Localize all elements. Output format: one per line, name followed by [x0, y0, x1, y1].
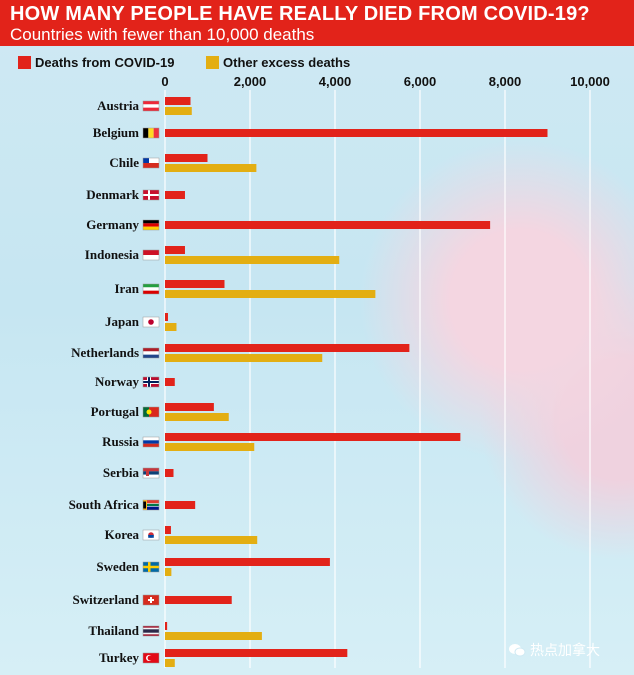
- bar-excess: [165, 632, 262, 640]
- flag-netherlands-icon: [142, 347, 160, 359]
- watermark: 热点加拿大: [508, 640, 600, 660]
- bar-covid: [165, 558, 330, 566]
- bar-covid: [165, 344, 410, 352]
- legend-item-excess: Other excess deaths: [206, 55, 350, 70]
- category-label: Japan: [105, 314, 140, 329]
- bar-covid: [165, 501, 196, 509]
- x-tick-label: 8,000: [489, 74, 522, 89]
- category-label: Russia: [102, 434, 139, 449]
- bar-covid: [165, 154, 208, 162]
- bar-covid: [165, 280, 225, 288]
- bar-excess: [165, 290, 376, 298]
- legend-swatch-excess: [206, 56, 219, 69]
- x-tick-label: 2,000: [234, 74, 267, 89]
- flag-russia-icon: [142, 436, 160, 448]
- category-label: Serbia: [103, 465, 140, 480]
- bar-excess: [165, 354, 323, 362]
- category-label: Portugal: [91, 404, 140, 419]
- wechat-icon: [509, 644, 526, 657]
- bar-covid: [165, 129, 548, 137]
- flag-korea-icon: [142, 529, 160, 541]
- category-label: Korea: [105, 527, 140, 542]
- category-label: Austria: [97, 98, 139, 113]
- category-label: Denmark: [86, 187, 139, 202]
- flag-sweden-icon: [142, 561, 160, 573]
- legend-label-covid: Deaths from COVID-19: [35, 55, 175, 70]
- watermark-text: 热点加拿大: [530, 642, 600, 658]
- bar-excess: [165, 443, 255, 451]
- title-bar: HOW MANY PEOPLE HAVE REALLY DIED FROM CO…: [0, 0, 634, 46]
- category-label: Iran: [114, 281, 139, 296]
- bar-covid: [165, 649, 348, 657]
- bar-excess: [165, 107, 192, 115]
- category-label: Chile: [109, 155, 139, 170]
- bar-covid: [165, 622, 168, 630]
- flag-indonesia-icon: [142, 249, 160, 261]
- category-label: South Africa: [69, 497, 140, 512]
- flag-japan-icon: [142, 316, 160, 328]
- flag-chile-icon: [142, 157, 160, 169]
- bar-excess: [165, 256, 340, 264]
- bar-covid: [165, 469, 174, 477]
- flag-belgium-icon: [142, 127, 160, 139]
- chart-title: HOW MANY PEOPLE HAVE REALLY DIED FROM CO…: [10, 3, 590, 25]
- flag-norway-icon: [142, 376, 160, 388]
- category-label: Turkey: [99, 650, 139, 665]
- bar-covid: [165, 221, 491, 229]
- bar-excess: [165, 413, 229, 421]
- flag-portugal-icon: [142, 406, 160, 418]
- bar-covid: [165, 526, 171, 534]
- flag-switzerland-icon: [142, 594, 160, 606]
- x-tick-label: 0: [161, 74, 168, 89]
- category-label: Sweden: [96, 559, 139, 574]
- bar-excess: [165, 659, 175, 667]
- legend-item-covid: Deaths from COVID-19: [18, 55, 174, 70]
- bar-excess: [165, 568, 172, 576]
- category-label: Norway: [95, 374, 140, 389]
- chart-subtitle: Countries with fewer than 10,000 deaths: [10, 25, 315, 44]
- bar-excess: [165, 164, 257, 172]
- category-label: Germany: [86, 217, 139, 232]
- bar-covid: [165, 403, 214, 411]
- bar-covid: [165, 378, 175, 386]
- category-label: Belgium: [93, 125, 139, 140]
- category-label: Switzerland: [73, 592, 140, 607]
- bar-excess: [165, 536, 258, 544]
- flag-south-africa-icon: [142, 499, 160, 511]
- bar-covid: [165, 246, 185, 254]
- flag-thailand-icon: [142, 625, 160, 637]
- legend-swatch-covid: [18, 56, 31, 69]
- bar-covid: [165, 313, 168, 321]
- flag-austria-icon: [142, 100, 160, 112]
- x-tick-label: 10,000: [570, 74, 610, 89]
- category-label: Netherlands: [71, 345, 139, 360]
- flag-turkey-icon: [142, 652, 160, 664]
- bar-covid: [165, 97, 191, 105]
- bar-covid: [165, 191, 185, 199]
- category-label: Thailand: [88, 623, 139, 638]
- legend-label-excess: Other excess deaths: [223, 55, 351, 70]
- bar-covid: [165, 433, 461, 441]
- bar-excess: [165, 323, 177, 331]
- flag-germany-icon: [142, 219, 160, 231]
- flag-iran-icon: [142, 283, 160, 295]
- flag-denmark-icon: [142, 189, 160, 201]
- bar-covid: [165, 596, 232, 604]
- x-tick-label: 6,000: [404, 74, 437, 89]
- x-tick-label: 4,000: [319, 74, 352, 89]
- category-label: Indonesia: [85, 247, 140, 262]
- flag-serbia-icon: [142, 467, 160, 479]
